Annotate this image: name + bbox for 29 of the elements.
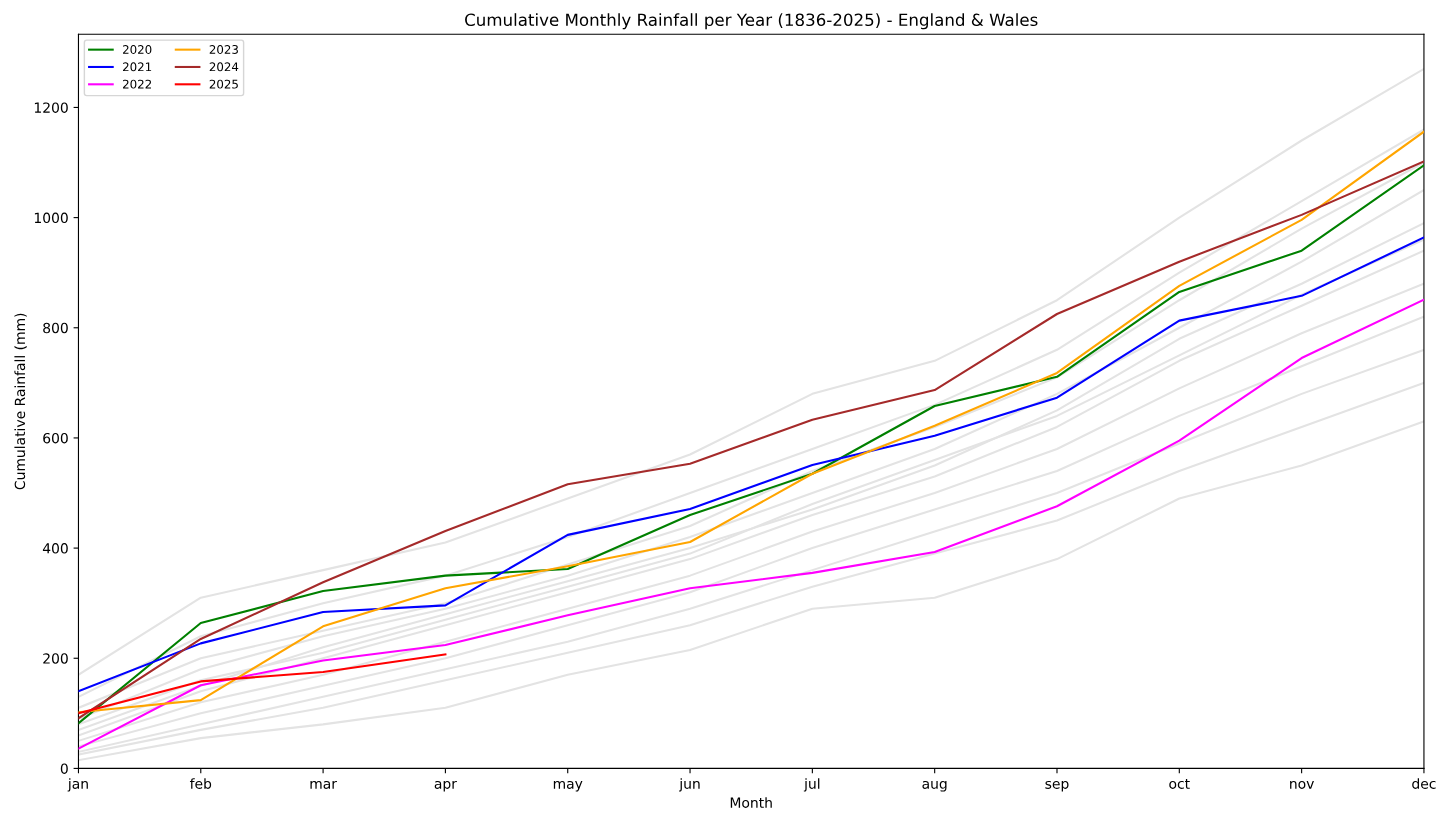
y-tick-label: 600 bbox=[43, 432, 68, 444]
y-tick-label: 1200 bbox=[34, 102, 68, 113]
x-tick-label: aug bbox=[922, 780, 947, 792]
y-tick-label: 400 bbox=[42, 543, 68, 554]
x-tick-label: dec bbox=[1412, 778, 1436, 789]
chart-title: Cumulative Monthly Rainfall per Year (1836-2025) - England & Wales bbox=[465, 13, 1038, 30]
x-tick-label: jul bbox=[803, 778, 820, 792]
y-tick-label: 1000 bbox=[34, 212, 68, 224]
legend-label: 2025 bbox=[209, 79, 238, 89]
legend-label: 2023 bbox=[209, 45, 238, 54]
y-tick-label: 800 bbox=[43, 322, 68, 334]
legend-label: 2020 bbox=[123, 45, 152, 54]
x-tick-label: jun bbox=[679, 778, 700, 792]
legend-label: 2021 bbox=[123, 62, 152, 72]
y-tick-label: 200 bbox=[43, 653, 68, 664]
legend-label: 2024 bbox=[209, 62, 239, 72]
y-axis-title: Cumulative Rainfall (mm) bbox=[14, 313, 27, 490]
x-tick-label: sep bbox=[1045, 780, 1069, 792]
x-tick-label: nov bbox=[1290, 780, 1314, 789]
x-tick-label: apr bbox=[434, 780, 457, 792]
x-axis-title: Month bbox=[730, 797, 772, 808]
x-tick-label: may bbox=[553, 780, 583, 792]
y-tick-label: 0 bbox=[60, 763, 68, 774]
line-series bbox=[78, 653, 447, 715]
legend-label: 2022 bbox=[123, 79, 151, 89]
x-tick-label: feb bbox=[189, 778, 212, 789]
x-tick-label: jan bbox=[67, 778, 88, 792]
x-tick-label: oct bbox=[1169, 778, 1190, 789]
x-tick-label: mar bbox=[310, 780, 337, 789]
